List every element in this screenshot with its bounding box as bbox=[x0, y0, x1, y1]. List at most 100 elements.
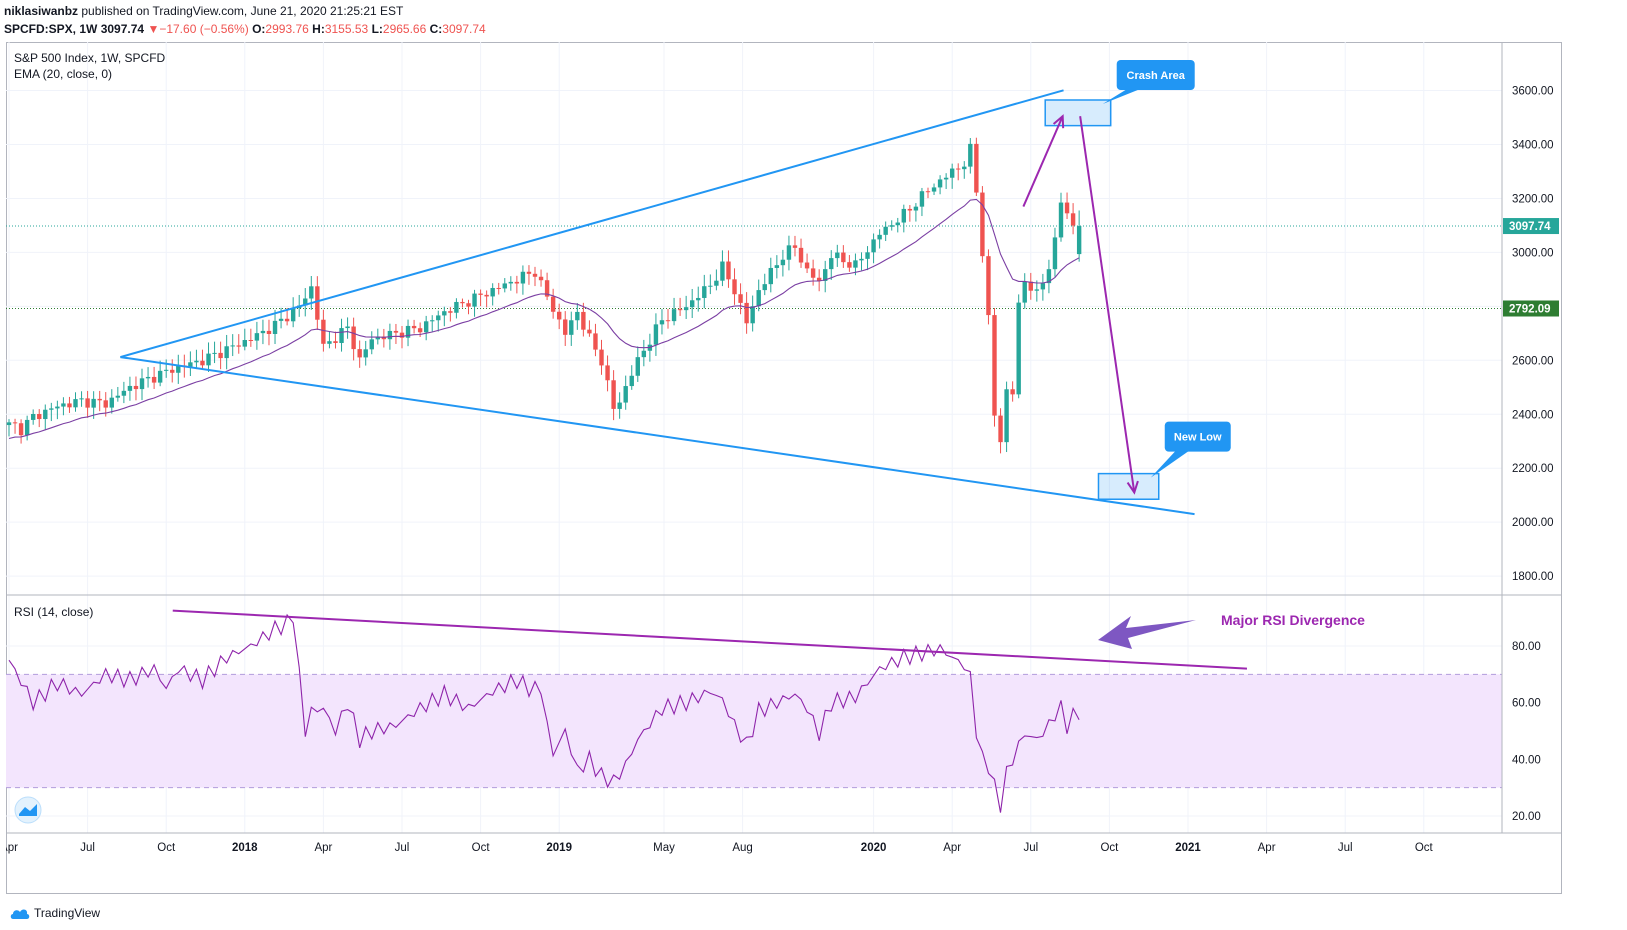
candle[interactable] bbox=[260, 319, 266, 345]
candle[interactable] bbox=[411, 319, 417, 334]
candle[interactable] bbox=[623, 375, 628, 410]
candle[interactable] bbox=[986, 249, 991, 325]
candle[interactable] bbox=[714, 269, 719, 291]
candle[interactable] bbox=[786, 235, 792, 271]
candle[interactable] bbox=[962, 161, 967, 179]
candle[interactable] bbox=[835, 244, 840, 267]
trendlines[interactable] bbox=[120, 89, 1195, 516]
candle[interactable] bbox=[170, 359, 175, 383]
candle[interactable] bbox=[176, 354, 181, 384]
candle[interactable] bbox=[266, 319, 272, 346]
candle[interactable] bbox=[67, 396, 72, 413]
candle[interactable] bbox=[18, 419, 24, 444]
chart-title[interactable]: S&P 500 Index, 1W, SPCFD bbox=[14, 51, 166, 65]
candle[interactable] bbox=[689, 288, 695, 318]
candle[interactable] bbox=[538, 269, 544, 287]
candle[interactable] bbox=[236, 334, 241, 354]
candle[interactable] bbox=[303, 288, 308, 317]
candle[interactable] bbox=[448, 307, 453, 322]
candle[interactable] bbox=[333, 331, 338, 349]
candle[interactable] bbox=[1028, 272, 1033, 300]
candle[interactable] bbox=[30, 409, 36, 425]
crash-area-callout[interactable] bbox=[1116, 59, 1195, 90]
candle[interactable] bbox=[1070, 203, 1076, 235]
rsi-legend[interactable]: RSI (14, close) bbox=[14, 605, 93, 619]
candle[interactable] bbox=[968, 138, 973, 174]
candle[interactable] bbox=[665, 309, 671, 329]
candle[interactable] bbox=[677, 297, 683, 316]
candle[interactable] bbox=[956, 163, 961, 181]
candle[interactable] bbox=[544, 272, 550, 301]
tradingview-logo-icon[interactable] bbox=[14, 796, 42, 824]
candle[interactable] bbox=[188, 351, 193, 377]
candle[interactable] bbox=[877, 229, 882, 249]
annotation-arrows[interactable] bbox=[1022, 114, 1139, 495]
candle[interactable] bbox=[496, 282, 501, 295]
candle[interactable] bbox=[423, 315, 429, 341]
chart-svg[interactable]: Crash Area New Low Major RSI Divergence 3… bbox=[0, 42, 1562, 894]
candle[interactable] bbox=[43, 404, 48, 430]
candle[interactable] bbox=[847, 255, 852, 272]
candle[interactable] bbox=[502, 278, 507, 293]
candle[interactable] bbox=[581, 302, 586, 337]
candle[interactable] bbox=[653, 313, 659, 356]
candle[interactable] bbox=[345, 317, 350, 339]
candle[interactable] bbox=[992, 307, 997, 427]
candle[interactable] bbox=[157, 360, 163, 387]
chart-frame[interactable]: Crash Area New Low Major RSI Divergence 3… bbox=[0, 42, 1562, 894]
candle[interactable] bbox=[218, 341, 223, 370]
candle[interactable] bbox=[605, 355, 610, 392]
candle[interactable] bbox=[206, 342, 211, 372]
candle[interactable] bbox=[913, 203, 919, 222]
candle[interactable] bbox=[563, 311, 568, 346]
candle[interactable] bbox=[381, 328, 387, 348]
candle[interactable] bbox=[121, 381, 127, 404]
candle[interactable] bbox=[145, 367, 151, 388]
candle[interactable] bbox=[804, 253, 810, 274]
ema-legend[interactable]: EMA (20, close, 0) bbox=[14, 67, 112, 81]
candle[interactable] bbox=[224, 334, 229, 370]
candle[interactable] bbox=[127, 376, 133, 401]
divergence-arrow-icon[interactable] bbox=[1098, 616, 1196, 649]
candle[interactable] bbox=[254, 321, 260, 350]
candle[interactable] bbox=[520, 265, 526, 295]
candle[interactable] bbox=[671, 297, 677, 326]
new-low-callout[interactable] bbox=[1164, 421, 1231, 452]
candle[interactable] bbox=[696, 286, 701, 312]
candle[interactable] bbox=[569, 311, 574, 346]
candle[interactable] bbox=[587, 320, 592, 337]
candle[interactable] bbox=[351, 317, 356, 361]
candle[interactable] bbox=[1052, 227, 1058, 277]
candle[interactable] bbox=[629, 365, 634, 390]
candle[interactable] bbox=[399, 325, 405, 349]
candle[interactable] bbox=[97, 390, 102, 412]
candle[interactable] bbox=[593, 323, 598, 357]
candle[interactable] bbox=[248, 328, 254, 347]
candle[interactable] bbox=[85, 390, 90, 418]
candle[interactable] bbox=[980, 186, 985, 263]
candle[interactable] bbox=[1004, 381, 1009, 453]
publisher-user[interactable]: niklasiwanbz bbox=[4, 4, 79, 18]
candle[interactable] bbox=[272, 309, 278, 345]
candle[interactable] bbox=[816, 269, 822, 292]
candle[interactable] bbox=[599, 339, 604, 375]
candle[interactable] bbox=[1022, 273, 1027, 309]
candle[interactable] bbox=[532, 266, 538, 287]
candle[interactable] bbox=[6, 419, 12, 437]
candle[interactable] bbox=[290, 297, 296, 328]
candle[interactable] bbox=[901, 204, 907, 233]
candle[interactable] bbox=[436, 310, 441, 332]
candle[interactable] bbox=[115, 386, 121, 402]
candle[interactable] bbox=[883, 221, 888, 242]
candle[interactable] bbox=[1010, 381, 1015, 402]
candle[interactable] bbox=[73, 392, 78, 412]
candle[interactable] bbox=[998, 408, 1003, 454]
candle[interactable] bbox=[508, 276, 514, 291]
rally-arrow[interactable] bbox=[1022, 114, 1065, 207]
candle[interactable] bbox=[61, 397, 66, 416]
candle[interactable] bbox=[641, 339, 647, 367]
candle[interactable] bbox=[871, 233, 876, 264]
candle[interactable] bbox=[1034, 280, 1040, 302]
candle[interactable] bbox=[12, 418, 18, 434]
candle[interactable] bbox=[702, 274, 707, 309]
